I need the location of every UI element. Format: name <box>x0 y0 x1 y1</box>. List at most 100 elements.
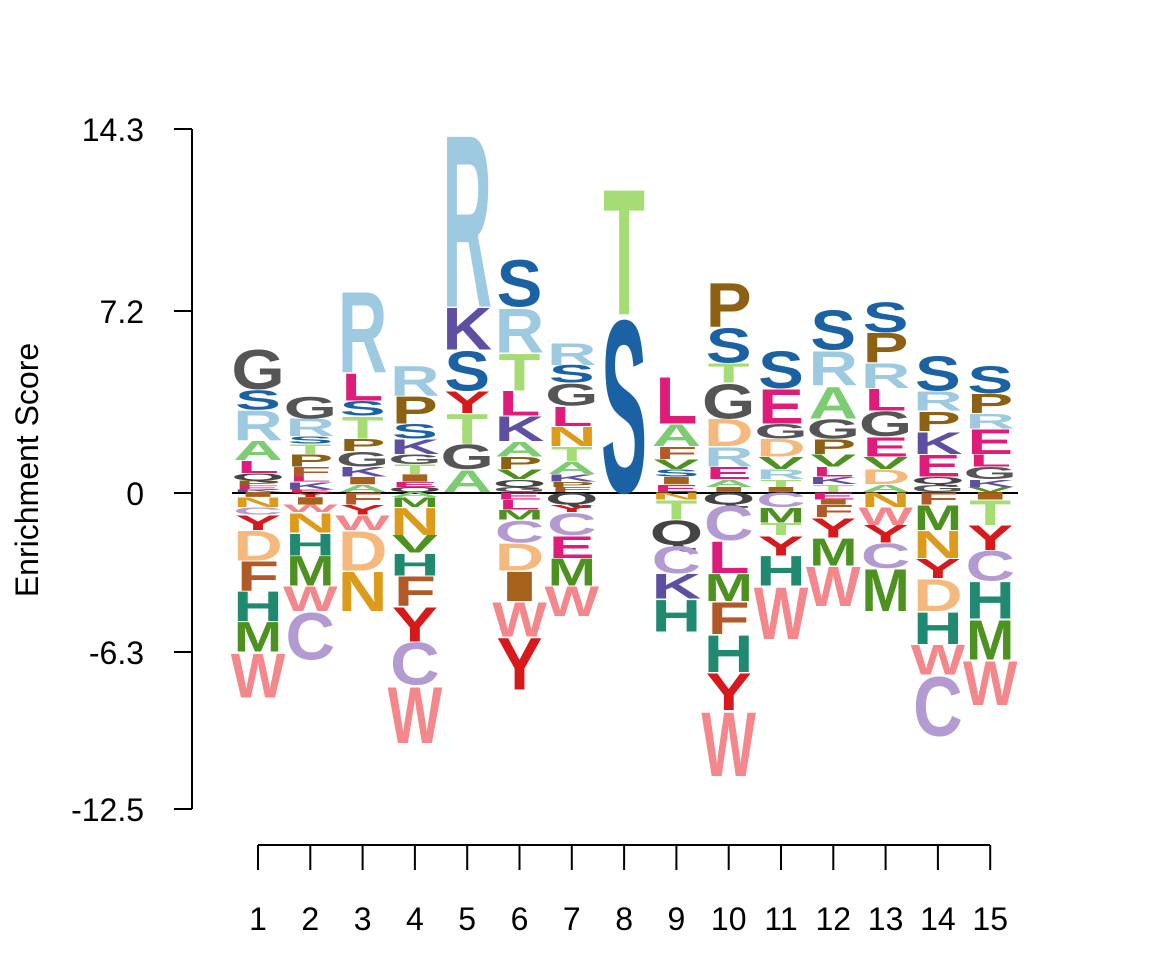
residue-glyph-r: R <box>390 358 440 406</box>
y-axis-title: Enrichment Score <box>9 343 45 597</box>
residue-glyph-k: K <box>286 480 336 492</box>
residue-glyph-f: F <box>394 568 436 616</box>
residue-glyph-t: T <box>708 358 750 389</box>
residue-glyph-r: R <box>809 341 859 396</box>
residue-glyph-s: S <box>915 346 961 401</box>
residue-glyph-m: M <box>391 494 439 510</box>
residue-glyph-w: W <box>701 695 756 797</box>
residue-glyph-p: P <box>235 479 281 487</box>
residue-glyph-s: S <box>654 467 700 479</box>
residue-glyph-e: E <box>863 432 909 463</box>
residue-glyph-d: D <box>495 536 545 579</box>
residue-glyph-t: T <box>446 406 488 454</box>
residue-glyph-v: V <box>967 486 1013 494</box>
residue-glyph-l: L <box>812 464 854 480</box>
residue-glyph-a: A <box>338 483 388 495</box>
y-tick-label: -12.5 <box>71 792 144 828</box>
y-axis: 14.3 7.2 0 -6.3 -12.5 Enrichment Score <box>9 112 193 828</box>
residue-glyph-y: Y <box>758 531 804 562</box>
x-axis: 1 2 3 4 5 6 7 8 9 10 11 12 13 14 15 <box>249 844 1008 937</box>
residue-glyph-c: C <box>286 600 336 674</box>
residue-glyph-f: F <box>708 593 750 644</box>
x-tick-label: 9 <box>668 901 686 937</box>
residue-glyph-k: K <box>338 464 388 480</box>
residue-glyph-n: N <box>913 523 963 566</box>
residue-glyph-f: F <box>655 443 697 463</box>
residue-glyph-w: W <box>911 636 966 684</box>
residue-glyph-w: W <box>335 511 391 534</box>
residue-glyph-n: N <box>861 488 911 512</box>
residue-glyph-i: I <box>234 491 282 499</box>
residue-glyph-w: W <box>283 580 339 619</box>
residue-glyph-p: P <box>340 435 386 455</box>
residue-glyph-f: F <box>812 501 854 521</box>
residue-glyph-w: W <box>806 556 861 619</box>
residue-glyph-r: R <box>913 386 963 417</box>
residue-glyph-e: E <box>549 530 595 565</box>
residue-glyph-s: S <box>810 299 856 362</box>
residue-glyph-s: S <box>235 385 281 416</box>
residue-glyph-g: G <box>493 486 546 494</box>
residue-glyph-s: S <box>549 360 595 388</box>
y-tick-label: -6.3 <box>89 635 144 671</box>
residue-glyph-c: C <box>756 488 806 512</box>
residue-glyph-p: P <box>810 435 856 459</box>
residue-glyph-k: K <box>390 435 440 459</box>
residue-glyph-m: M <box>286 547 334 595</box>
residue-glyph-t: T <box>760 519 802 539</box>
x-tick-label: 12 <box>816 901 852 937</box>
residue-glyph-m: M <box>862 558 910 624</box>
residue-glyph-i: I <box>809 498 857 506</box>
residue-glyph-p: P <box>706 269 752 340</box>
residue-glyph-l: L <box>237 457 279 477</box>
residue-glyph-s: S <box>601 270 647 545</box>
residue-glyph-e: E <box>654 483 700 495</box>
residue-glyph-g: G <box>545 378 598 413</box>
residue-glyph-y: Y <box>915 553 961 584</box>
residue-glyph-t: T <box>551 442 593 466</box>
residue-glyph-y: Y <box>444 385 490 420</box>
residue-glyph-v: V <box>863 453 910 473</box>
residue-glyph-i: I <box>653 475 701 487</box>
residue-glyph-m: M <box>757 504 805 527</box>
residue-glyph-q: Q <box>911 475 964 487</box>
residue-glyph-w: W <box>858 503 913 530</box>
residue-glyph-l: L <box>499 497 541 513</box>
residue-glyph-m: M <box>495 507 543 523</box>
residue-glyph-k: K <box>913 426 963 461</box>
residue-glyph-d: D <box>913 570 963 621</box>
y-tick-label: 7.2 <box>100 294 144 330</box>
residue-glyph-r: R <box>756 467 806 483</box>
residue-glyph-m: M <box>809 531 857 574</box>
residue-glyph-p: P <box>392 389 438 432</box>
residue-glyph-m: M <box>705 566 753 609</box>
x-tick-label: 14 <box>920 901 956 937</box>
residue-glyph-g: G <box>441 437 494 476</box>
x-tick-label: 1 <box>249 901 267 937</box>
residue-glyph-p: P <box>967 388 1013 419</box>
residue-glyph-h: H <box>233 583 283 631</box>
residue-glyph-e: E <box>235 485 281 491</box>
residue-glyph-i: I <box>286 495 334 507</box>
residue-glyph-t: T <box>760 477 802 489</box>
residue-glyph-l: L <box>289 475 331 483</box>
residue-glyph-t: T <box>394 462 436 478</box>
residue-glyph-w: W <box>492 592 547 647</box>
residue-glyph-p: P <box>287 451 333 471</box>
residue-glyph-e: E <box>706 463 752 483</box>
residue-glyph-w: W <box>754 573 809 655</box>
residue-glyph-f: F <box>289 464 331 480</box>
residue-glyph-d: D <box>861 465 911 489</box>
residue-glyph-d: D <box>233 522 283 570</box>
residue-glyph-g: G <box>231 339 284 402</box>
residue-glyph-y: Y <box>287 491 333 499</box>
residue-glyph-k: K <box>809 475 859 487</box>
residue-glyph-i: I <box>391 472 439 484</box>
residue-glyph-a: A <box>442 464 492 499</box>
residue-glyph-a: A <box>809 377 859 428</box>
residue-glyph-v: V <box>758 453 805 473</box>
x-tick-label: 8 <box>615 901 633 937</box>
residue-glyph-w: W <box>388 669 443 760</box>
x-tick-label: 3 <box>354 901 372 937</box>
